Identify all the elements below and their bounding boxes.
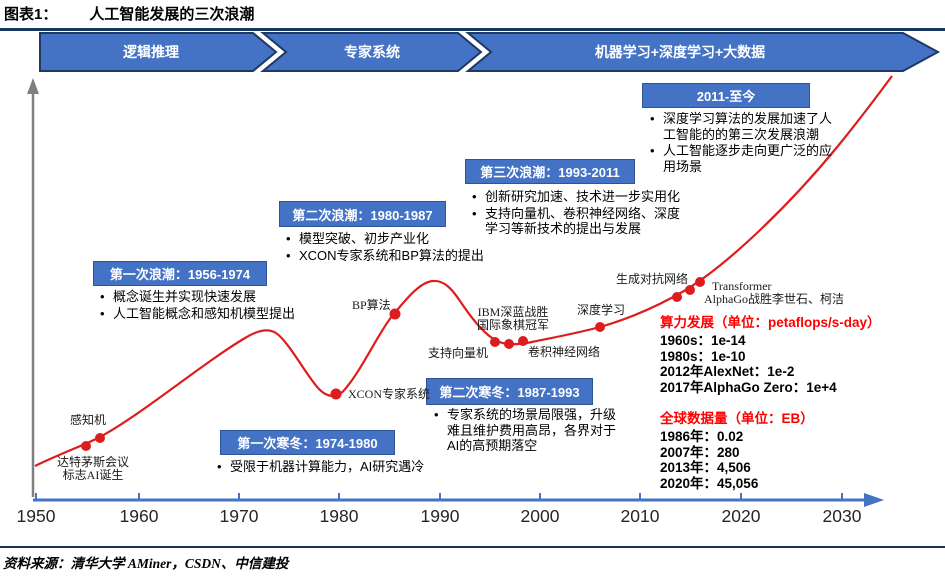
dot-gan: [672, 292, 682, 302]
winter2-bullet-1: 专家系统的场景局限强，升级难且维护费用高昂，各界对于AI的高预期落空: [430, 407, 626, 454]
compute-stat-1980s: 1980s：1e-10: [660, 348, 746, 364]
y-axis-arrow: [27, 78, 39, 94]
tick-2000: 2000: [520, 506, 560, 526]
wave3-bullets: 创新研究加速、技术进一步实用化 支持向量机、卷积神经网络、深度学习等新技术的提出…: [468, 189, 690, 238]
label-deep-blue: IBM深蓝战胜 国际象棋冠军: [476, 305, 549, 333]
dot-alphago: [685, 285, 695, 295]
tick-2030: 2030: [822, 506, 862, 526]
tick-1950: 1950: [16, 506, 56, 526]
label-dartmouth: 达特茅斯会议 标志AI诞生: [56, 455, 129, 483]
wave1-bullet-2: 人工智能概念和感知机模型提出: [96, 306, 334, 322]
wave1-box: 第一次浪潮：1956-1974: [93, 261, 267, 286]
data-volume-2007: 2007年：280: [660, 444, 740, 460]
wave1-bullet-1: 概念诞生并实现快速发展: [96, 289, 334, 305]
tick-2020: 2020: [721, 506, 761, 526]
ai-wave-curve: [34, 75, 893, 467]
data-volume-2013: 2013年：4,506: [660, 460, 751, 475]
dot-bp: [389, 308, 401, 320]
wave4-box: 2011-至今: [642, 83, 810, 108]
figure-number: 图表1：: [4, 6, 58, 23]
dot-cnn: [518, 336, 528, 346]
x-axis-ticks: [35, 493, 843, 500]
wave2-box: 第二次浪潮：1980-1987: [279, 201, 446, 227]
tick-1960: 1960: [119, 506, 159, 526]
dot-perceptron: [95, 433, 105, 443]
winter1-bullet-1: 受限于机器计算能力，AI研究遇冷: [213, 459, 463, 475]
tick-1970: 1970: [219, 506, 259, 526]
wave2-bullets: 模型突破、初步产业化 XCON专家系统和BP算法的提出: [282, 231, 510, 264]
tick-2010: 2010: [620, 506, 660, 526]
wave4-bullet-1: 深度学习算法的发展加速了人工智能的的第三次发展浪潮: [646, 111, 844, 142]
source-note: 资料来源：清华大学 AMiner，CSDN、中信建投: [3, 556, 289, 571]
banner-label-logic: 逻辑推理: [123, 44, 179, 60]
compute-stat-1960s: 1960s：1e-14: [660, 333, 746, 348]
compute-stat-alexnet: 2012年AlexNet：1e-2: [660, 364, 795, 379]
data-volume-2020: 2020年：45,056: [660, 475, 759, 491]
figure-title-text: 人工智能发展的三次浪潮: [89, 6, 255, 23]
milestone-dots: [81, 277, 705, 451]
wave2-bullet-1: 模型突破、初步产业化: [282, 231, 510, 247]
dot-deep-blue: [504, 339, 514, 349]
dot-xcon: [330, 388, 342, 400]
compute-stats-heading: 算力发展（单位：petaflops/s-day）: [660, 315, 881, 330]
x-axis-arrow: [864, 493, 884, 507]
data-volume-heading: 全球数据量（单位：EB）: [660, 411, 814, 426]
top-divider: [0, 28, 945, 31]
wave3-bullet-1: 创新研究加速、技术进一步实用化: [468, 189, 690, 205]
dot-transformer: [695, 277, 705, 287]
figure-title: 图表1： 人工智能发展的三次浪潮: [4, 3, 254, 24]
label-transformer: Transformer: [712, 279, 772, 293]
wave3-box: 第三次浪潮：1993-2011: [465, 159, 635, 184]
label-cnn: 卷积神经网络: [528, 345, 601, 359]
label-deep-learning: 深度学习: [577, 303, 626, 317]
stats-panel: 算力发展（单位：petaflops/s-day） 1960s：1e-14 198…: [660, 311, 945, 491]
banner-segment-3: [465, 32, 941, 72]
tick-1980: 1980: [319, 506, 359, 526]
label-gan: 生成对抗网络: [616, 272, 689, 286]
tick-1990: 1990: [420, 506, 460, 526]
winter1-bullets: 受限于机器计算能力，AI研究遇冷: [213, 459, 463, 476]
label-svm: 支持向量机: [428, 346, 489, 360]
banner-segment-2: [260, 32, 483, 72]
label-xcon: XCON专家系统: [348, 387, 431, 401]
banner-label-expert: 专家系统: [344, 44, 400, 60]
wave1-bullets: 概念诞生并实现快速发展 人工智能概念和感知机模型提出: [96, 289, 334, 322]
label-perceptron: 感知机: [70, 413, 107, 427]
winter1-box: 第一次寒冬：1974-1980: [220, 430, 395, 455]
banner-segment-1: [39, 32, 278, 72]
bottom-divider: [0, 546, 945, 548]
data-volume-1986: 1986年：0.02: [660, 429, 744, 444]
banner-label-ml: 机器学习+深度学习+大数据: [594, 44, 766, 60]
dot-dartmouth: [81, 441, 91, 451]
wave3-bullet-2: 支持向量机、卷积神经网络、深度学习等新技术的提出与发展: [468, 206, 690, 237]
dot-svm: [490, 337, 500, 347]
label-bp: BP算法: [352, 298, 391, 312]
dot-deep-learning: [595, 322, 605, 332]
compute-stat-alphago-zero: 2017年AlphaGo Zero：1e+4: [660, 379, 837, 395]
wave4-bullets: 深度学习算法的发展加速了人工智能的的第三次发展浪潮 人工智能逐步走向更广泛的应用…: [646, 111, 844, 175]
label-alphago: AlphaGo战胜李世石、柯洁: [704, 292, 844, 306]
wave2-bullet-2: XCON专家系统和BP算法的提出: [282, 248, 510, 264]
wave4-bullet-2: 人工智能逐步走向更广泛的应用场景: [646, 143, 844, 174]
winter2-box: 第二次寒冬：1987-1993: [426, 378, 593, 405]
winter2-bullets: 专家系统的场景局限强，升级难且维护费用高昂，各界对于AI的高预期落空: [430, 407, 626, 455]
